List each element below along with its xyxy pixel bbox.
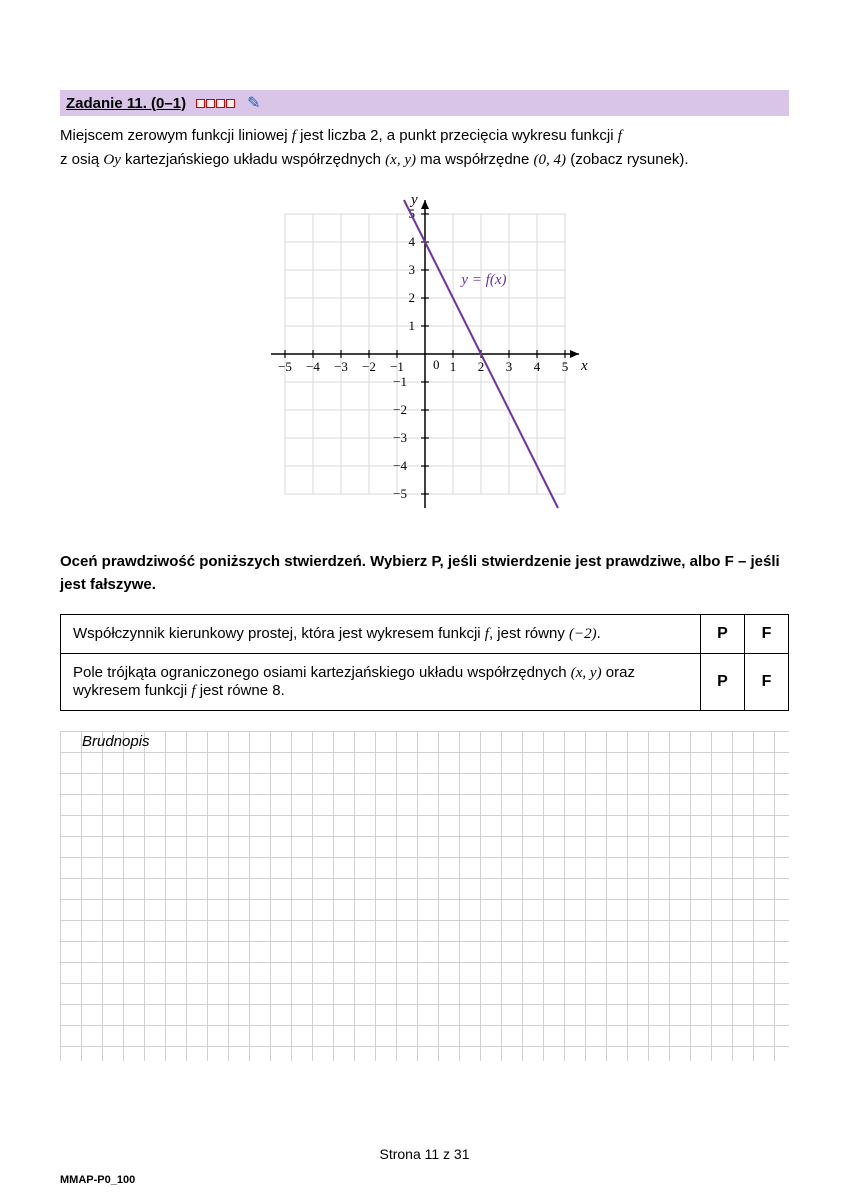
true-false-table: Współczynnik kierunkowy prostej, która j… <box>60 614 789 711</box>
task-header: Zadanie 11. (0–1) ✎ <box>60 90 789 116</box>
problem-statement: Miejscem zerowym funkcji liniowej f jest… <box>60 124 789 172</box>
svg-text:3: 3 <box>408 262 415 277</box>
svg-text:−5: −5 <box>278 359 292 374</box>
svg-text:0: 0 <box>433 357 440 372</box>
svg-text:−4: −4 <box>393 458 407 473</box>
svg-text:−2: −2 <box>393 402 407 417</box>
svg-text:4: 4 <box>533 359 540 374</box>
svg-text:y: y <box>409 192 418 208</box>
svg-text:−3: −3 <box>334 359 348 374</box>
scratch-label: Brudnopis <box>82 733 150 750</box>
page-number: Strona 11 z 31 <box>0 1146 849 1162</box>
instruction-text: Oceń prawdziwość poniższych stwierdzeń. … <box>60 551 789 596</box>
choice-p[interactable]: P <box>701 654 745 711</box>
statement-cell: Współczynnik kierunkowy prostej, która j… <box>61 615 701 654</box>
task-title: Zadanie 11. (0–1) <box>66 95 186 112</box>
choice-p[interactable]: P <box>701 615 745 654</box>
table-row: Pole trójkąta ograniczonego osiami karte… <box>61 654 789 711</box>
svg-text:2: 2 <box>477 359 484 374</box>
svg-text:y = f(x): y = f(x) <box>459 272 506 288</box>
answer-boxes-icon <box>196 99 235 108</box>
svg-text:1: 1 <box>449 359 456 374</box>
svg-text:3: 3 <box>505 359 512 374</box>
svg-text:−5: −5 <box>393 486 407 501</box>
svg-text:5: 5 <box>561 359 568 374</box>
svg-text:4: 4 <box>408 234 415 249</box>
svg-text:x: x <box>580 358 588 374</box>
choice-f[interactable]: F <box>745 654 789 711</box>
svg-text:−4: −4 <box>306 359 320 374</box>
function-chart: −5−4−3−2−112345−5−4−3−2−1123450xyy = f(x… <box>253 182 597 526</box>
table-row: Współczynnik kierunkowy prostej, która j… <box>61 615 789 654</box>
document-code: MMAP-P0_100 <box>60 1174 135 1186</box>
choice-f[interactable]: F <box>745 615 789 654</box>
svg-text:−2: −2 <box>362 359 376 374</box>
chart-container: −5−4−3−2−112345−5−4−3−2−1123450xyy = f(x… <box>60 182 789 526</box>
pencil-icon: ✎ <box>247 93 260 113</box>
svg-text:2: 2 <box>408 290 415 305</box>
scratch-area: Brudnopis <box>60 731 789 1061</box>
statement-cell: Pole trójkąta ograniczonego osiami karte… <box>61 654 701 711</box>
svg-text:1: 1 <box>408 318 415 333</box>
svg-text:−1: −1 <box>393 374 407 389</box>
svg-text:−1: −1 <box>390 359 404 374</box>
svg-text:−3: −3 <box>393 430 407 445</box>
